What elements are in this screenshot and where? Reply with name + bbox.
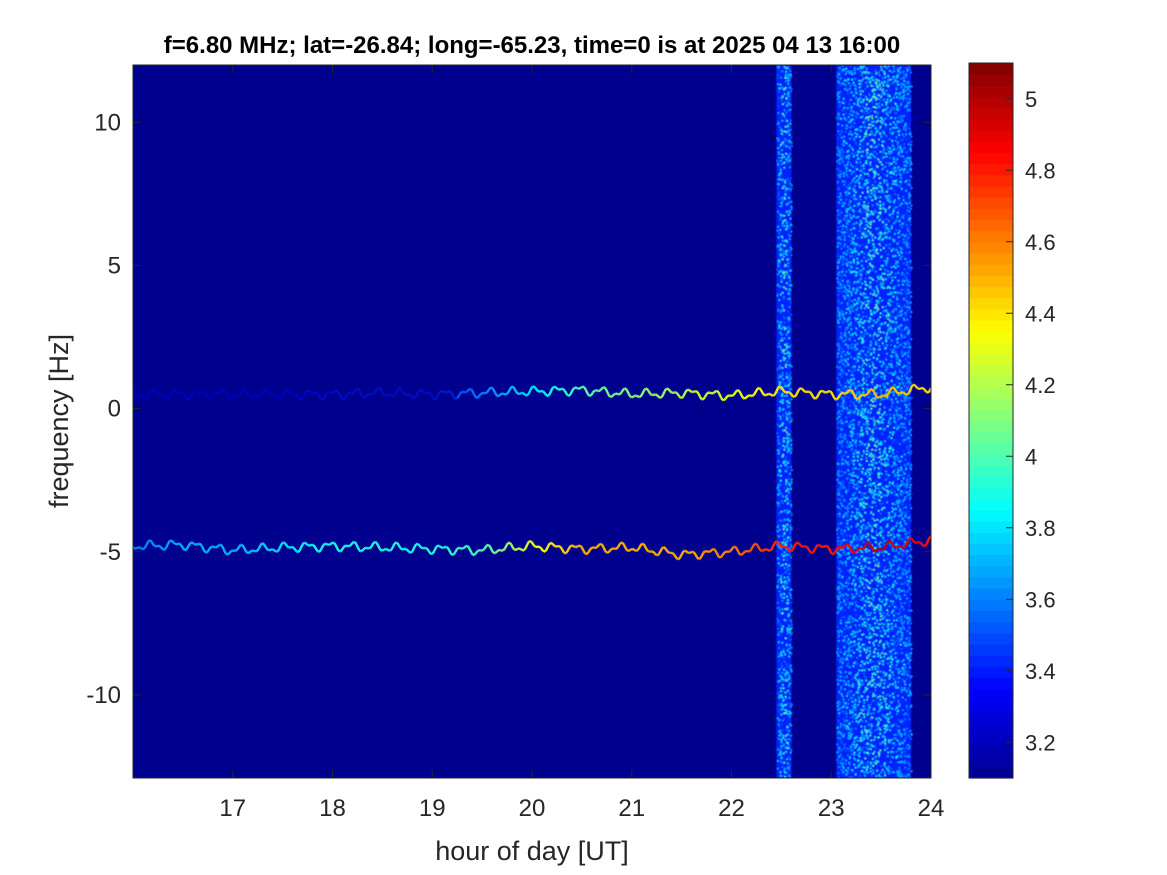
x-tick-label: 19 [419, 795, 446, 822]
colorbar-frame [968, 62, 1014, 779]
noise-band-1 [776, 65, 793, 778]
x-tick-label: 24 [918, 795, 945, 822]
colorbar-tick-label: 4 [1025, 444, 1037, 469]
colorbar-tick-label: 3.8 [1025, 516, 1056, 541]
y-tick-label: -5 [100, 539, 121, 566]
colorbar-tick-label: 4.8 [1025, 158, 1056, 183]
signal-trace-2 [133, 535, 931, 561]
x-tick-label: 20 [519, 795, 546, 822]
colorbar-bands [969, 63, 1013, 779]
colorbar-tick-label: 5 [1025, 87, 1037, 112]
x-tick-label: 21 [618, 795, 645, 822]
x-tick-label: 23 [818, 795, 845, 822]
chart-title: f=6.80 MHz; lat=-26.84; long=-65.23, tim… [164, 32, 900, 59]
x-axis: 17 18 19 20 21 22 23 24 [219, 65, 944, 822]
y-axis: 10 5 0 -5 -10 [86, 109, 931, 709]
y-tick-label: -10 [86, 682, 121, 709]
spectrogram-image [133, 65, 931, 778]
colorbar-tick-label: 3.4 [1025, 659, 1056, 684]
y-tick-label: 5 [108, 252, 121, 279]
y-tick-label: 10 [94, 109, 121, 136]
colorbar-tick-label: 4.2 [1025, 373, 1056, 398]
colorbar-tick-label: 4.6 [1025, 230, 1056, 255]
y-tick-label: 0 [108, 396, 121, 423]
x-tick-label: 18 [319, 795, 346, 822]
signal-trace-1 [133, 383, 931, 402]
colorbar-tick-label: 3.2 [1025, 730, 1056, 755]
colorbar-tick-label: 3.6 [1025, 587, 1056, 612]
x-axis-label: hour of day [UT] [435, 836, 629, 866]
colorbar-tick-label: 4.4 [1025, 301, 1056, 326]
noise-band-2 [836, 65, 913, 778]
x-tick-label: 17 [219, 795, 246, 822]
plot-background [133, 65, 931, 778]
x-tick-label: 22 [718, 795, 745, 822]
colorbar-axis: 5 4.8 4.6 4.4 4.2 4 3.8 3.6 3.4 3.2 [1006, 87, 1056, 755]
y-axis-label: frequency [Hz] [44, 334, 74, 508]
